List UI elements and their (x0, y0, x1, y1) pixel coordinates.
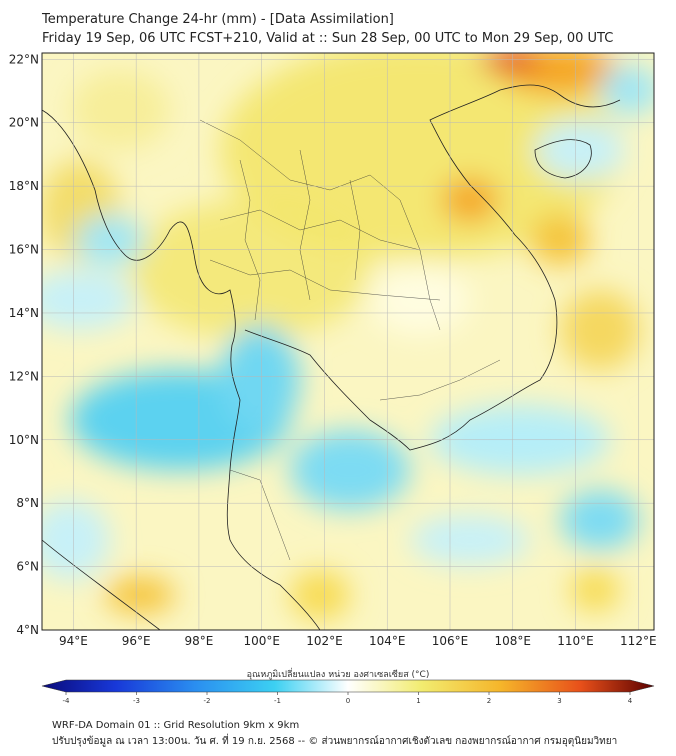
colorbar-tick-label: 4 (628, 697, 633, 705)
lat-tick-label: 22°N (9, 52, 39, 66)
lat-tick-label: 4°N (16, 623, 39, 637)
colorbar-tick-label: -1 (274, 697, 281, 705)
colorbar-tick-label: 1 (416, 697, 420, 705)
footer-credit: ปรับปรุงข้อมูล ณ เวลา 13:00น. วัน ศ. ที่… (52, 736, 618, 747)
lon-tick-label: 112°E (620, 634, 657, 648)
lon-tick-label: 98°E (184, 634, 213, 648)
lon-tick-label: 108°E (495, 634, 532, 648)
footer-model-info: WRF-DA Domain 01 :: Grid Resolution 9km … (52, 720, 300, 731)
colorbar: -4 -3 -2 -1 0 1 2 3 4 (41, 679, 655, 705)
lat-tick-label: 6°N (16, 560, 39, 574)
lon-tick-label: 102°E (306, 634, 343, 648)
lat-tick-label: 20°N (9, 116, 39, 130)
lon-tick-label: 100°E (243, 634, 280, 648)
lat-tick-label: 16°N (9, 243, 39, 257)
lat-tick-label: 18°N (9, 179, 39, 193)
coastlines (42, 84, 621, 630)
province-borders (199, 119, 501, 561)
lat-tick-label: 10°N (9, 433, 39, 447)
colorbar-label: อุณหภูมิเปลี่ยนแปลง หน่วย องศาเซลเซียส (… (246, 670, 430, 680)
lon-tick-label: 94°E (59, 634, 88, 648)
colorbar-tick-label: 3 (557, 697, 561, 705)
map-title: Temperature Change 24-hr (mm) - [Data As… (42, 12, 394, 27)
colorbar-tick-label: -2 (204, 697, 211, 705)
map-frame (41, 52, 655, 631)
lon-tick-label: 106°E (432, 634, 469, 648)
temperature-field (42, 53, 654, 630)
colorbar-tick-label: -3 (133, 697, 140, 705)
lon-tick-label: 96°E (122, 634, 151, 648)
lat-tick-label: 8°N (16, 496, 39, 510)
colorbar-tick-label: 2 (487, 697, 491, 705)
lon-tick-label: 104°E (369, 634, 406, 648)
lat-tick-label: 14°N (9, 306, 39, 320)
colorbar-tick-label: 0 (346, 697, 350, 705)
colorbar-tick-label: -4 (63, 697, 71, 705)
lat-tick-label: 12°N (9, 369, 39, 383)
lon-tick-label: 110°E (557, 634, 594, 648)
graticule (42, 53, 654, 630)
map-subtitle: Friday 19 Sep, 06 UTC FCST+210, Valid at… (42, 31, 614, 46)
